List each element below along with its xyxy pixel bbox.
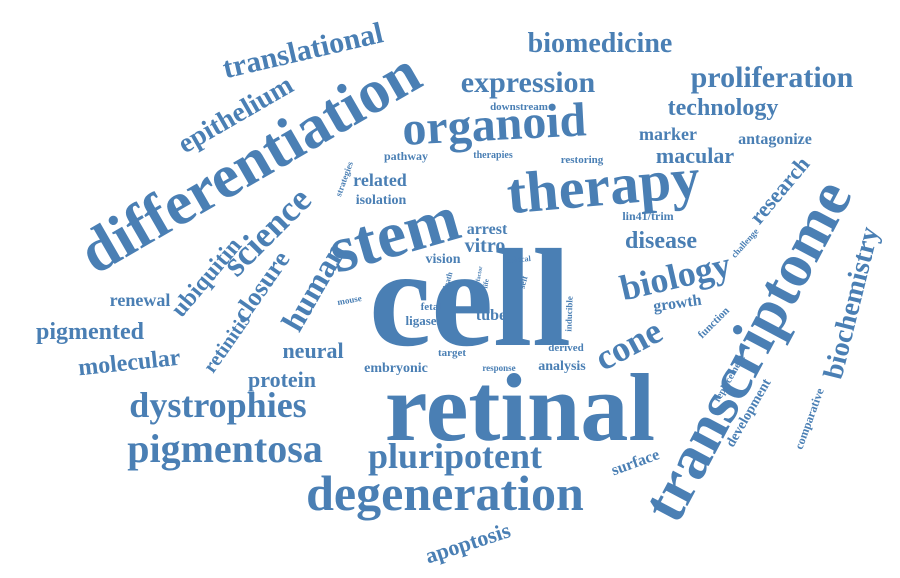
cloud-word-degeneration: degeneration xyxy=(306,465,584,521)
cloud-word-expression: expression xyxy=(461,66,596,99)
cloud-word-target: target xyxy=(438,347,466,359)
cloud-word-lin41-trim: lin41/trim xyxy=(622,209,673,223)
cloud-word-mouse: mouse xyxy=(337,293,363,307)
cloud-word-arrest: arrest xyxy=(467,221,508,238)
cloud-word-strategies: strategies xyxy=(333,160,355,198)
cloud-word-tube: tube xyxy=(476,307,506,324)
cloud-word-critical: critical xyxy=(506,254,531,265)
cloud-word-retinal: retinal xyxy=(385,354,655,461)
cloud-word-pathway: pathway xyxy=(384,149,428,163)
cloud-word-organoid: organoid xyxy=(401,93,588,156)
cloud-word-pigmentosa: pigmentosa xyxy=(127,426,323,471)
cloud-word-derived: derived xyxy=(548,342,583,354)
cloud-word-neural: neural xyxy=(282,338,343,363)
cloud-word-biomedicine: biomedicine xyxy=(528,28,673,59)
cloud-word-restoring: restoring xyxy=(561,154,604,166)
cloud-word-vitro: vitro xyxy=(465,235,506,257)
cloud-word-isolation: isolation xyxy=(356,193,407,208)
cloud-word-proliferation: proliferation xyxy=(691,61,854,94)
cloud-word-renewal: renewal xyxy=(110,290,171,310)
cloud-word-therapies: therapies xyxy=(473,150,513,161)
cloud-word-cell: cell xyxy=(369,221,571,376)
cloud-word-comparative: comparative xyxy=(792,386,827,452)
cloud-word-fetal: fetal xyxy=(421,301,442,313)
cloud-word-ligase: ligase xyxy=(405,313,436,328)
cloud-word-inducible: inducible xyxy=(563,296,574,332)
cloud-word-downstream: downstream xyxy=(490,101,548,113)
cloud-word-response: response xyxy=(482,363,515,373)
cloud-word-factor: factor xyxy=(476,265,485,281)
cloud-word-challenge: challenge xyxy=(729,226,761,259)
cloud-word-growth: growth xyxy=(652,292,703,316)
cloud-word-marker: marker xyxy=(639,124,697,144)
cloud-word-technology: technology xyxy=(668,95,779,121)
cloud-word-disease: disease xyxy=(625,228,697,254)
cloud-word-pluripotent: pluripotent xyxy=(368,436,542,476)
cloud-word-vision: vision xyxy=(425,252,460,267)
cloud-word-self: self xyxy=(517,274,530,290)
cloud-word-macular: macular xyxy=(656,143,734,168)
cloud-word-dystrophies: dystrophies xyxy=(129,385,306,425)
cloud-word-pigmented: pigmented xyxy=(36,319,145,345)
cloud-word-protein: protein xyxy=(248,367,316,392)
cloud-word-related: related xyxy=(353,170,407,190)
cloud-word-life: life xyxy=(481,278,490,289)
cloud-word-retinitis: retinitis xyxy=(199,310,255,377)
cloud-word-apoptosis: apoptosis xyxy=(422,517,514,568)
cloud-word-molecular: molecular xyxy=(77,345,182,382)
cloud-word-analysis: analysis xyxy=(538,359,586,374)
cloud-word-embryonic: embryonic xyxy=(364,361,428,376)
cloud-word-antagonize: antagonize xyxy=(738,131,812,148)
